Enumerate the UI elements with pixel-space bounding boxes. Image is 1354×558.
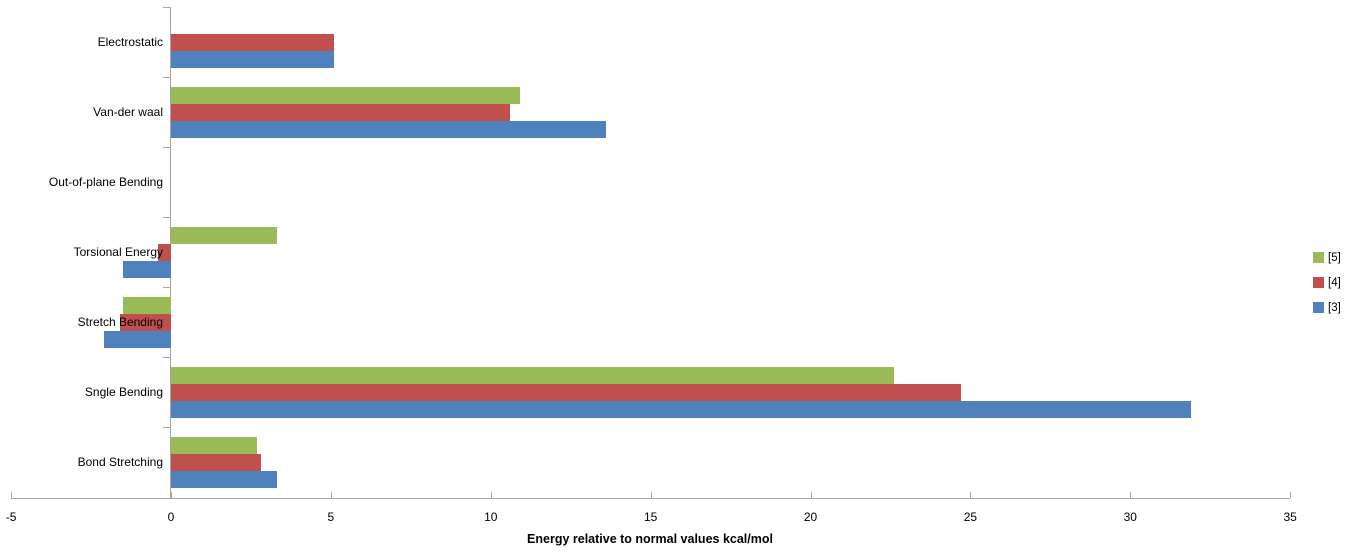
legend-label: [3] (1328, 301, 1341, 314)
x-axis-tick (490, 491, 492, 498)
legend-swatch (1313, 252, 1324, 263)
x-axis-title: Energy relative to normal values kcal/mo… (527, 532, 773, 546)
x-tick-label: 15 (643, 509, 658, 524)
x-axis-tick (970, 491, 972, 498)
x-axis-tick (650, 491, 652, 498)
x-axis-line (11, 497, 1291, 499)
category-label: Van-der waal (93, 105, 163, 120)
bar (171, 103, 510, 121)
x-axis-tick (1130, 491, 1132, 498)
bar (158, 243, 171, 261)
category-label: Torsional Energy (73, 245, 163, 260)
y-axis-tick (163, 287, 170, 289)
x-tick-label: 10 (484, 509, 498, 524)
legend-swatch (1313, 277, 1324, 288)
bar (171, 400, 1191, 418)
x-tick-label: 25 (963, 509, 978, 524)
legend-item: [3] (1313, 295, 1341, 320)
x-axis-tick (330, 491, 332, 498)
bar (123, 296, 171, 314)
bar (171, 33, 335, 51)
category-label: Bond Stretching (77, 455, 163, 470)
bar (119, 313, 171, 331)
legend-item: [5] (1313, 245, 1341, 270)
x-tick-label: 0 (167, 509, 175, 524)
bar (171, 453, 261, 471)
x-tick-label: 30 (1123, 509, 1137, 524)
x-tick-label: 5 (327, 509, 335, 524)
y-axis-tick (163, 427, 170, 429)
bar (171, 366, 894, 384)
x-axis-tick (1290, 491, 1292, 498)
category-label: Out-of-plane Bending (48, 175, 163, 190)
y-axis-tick (163, 7, 170, 8)
bar (171, 120, 606, 138)
x-tick-label: 35 (1283, 509, 1297, 524)
bar (171, 383, 961, 401)
x-axis-tick (171, 491, 172, 498)
x-axis-tick (11, 491, 13, 498)
y-axis-tick (163, 77, 170, 79)
x-tick-label: -5 (5, 509, 17, 524)
bar (171, 50, 335, 68)
y-axis-tick (163, 357, 170, 359)
category-label: Sngle Bending (84, 385, 163, 400)
legend: [5] [4] [3] (1313, 245, 1341, 320)
bar (123, 260, 171, 278)
bar (171, 86, 520, 104)
legend-swatch (1313, 302, 1324, 313)
y-axis-tick (163, 217, 170, 219)
legend-label: [4] (1328, 276, 1341, 289)
y-axis-tick (163, 147, 170, 149)
category-label: Electrostatic (97, 35, 163, 50)
bar (103, 330, 171, 348)
bar (171, 436, 258, 454)
legend-label: [5] (1328, 251, 1341, 264)
bar (171, 226, 277, 244)
x-tick-label: 20 (803, 509, 818, 524)
x-axis-tick (810, 491, 812, 498)
legend-item: [4] (1313, 270, 1341, 295)
y-axis-tick (163, 497, 170, 499)
bar (171, 470, 277, 488)
category-label: Stretch Bending (77, 315, 163, 330)
